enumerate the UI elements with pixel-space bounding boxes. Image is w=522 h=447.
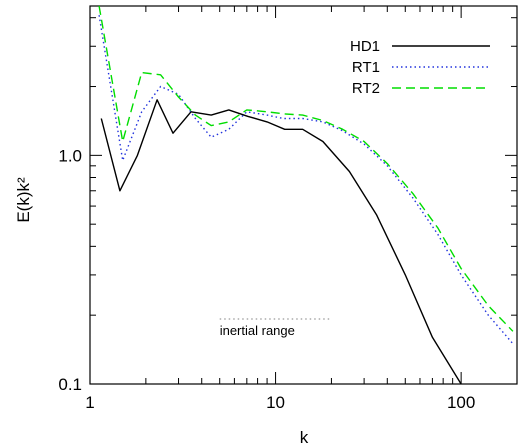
x-axis-label: k [300, 428, 309, 447]
ticks: 1 10 100 0.1 1.0 [58, 6, 518, 412]
series-line-rt1 [98, 15, 514, 345]
inertial-range-label: inertial range [220, 323, 295, 338]
legend-label-rt2: RT2 [352, 80, 380, 97]
x-tick-label: 10 [266, 393, 285, 412]
y-tick-label: 1.0 [58, 146, 82, 165]
y-axis-label: E(k)k² [14, 177, 33, 223]
legend: HD1 RT1 RT2 [350, 38, 490, 97]
series-line-hd1 [100, 99, 462, 385]
legend-label-hd1: HD1 [350, 38, 380, 55]
plot-frame [89, 5, 518, 385]
x-tick-label: 1 [85, 393, 94, 412]
legend-label-rt1: RT1 [352, 59, 380, 76]
annotations: inertial range [219, 318, 332, 338]
x-tick-label: 100 [447, 393, 475, 412]
axes [89, 5, 518, 385]
series-group [98, 5, 514, 385]
y-tick-label: 0.1 [58, 375, 82, 394]
series-line-rt2 [98, 5, 514, 332]
